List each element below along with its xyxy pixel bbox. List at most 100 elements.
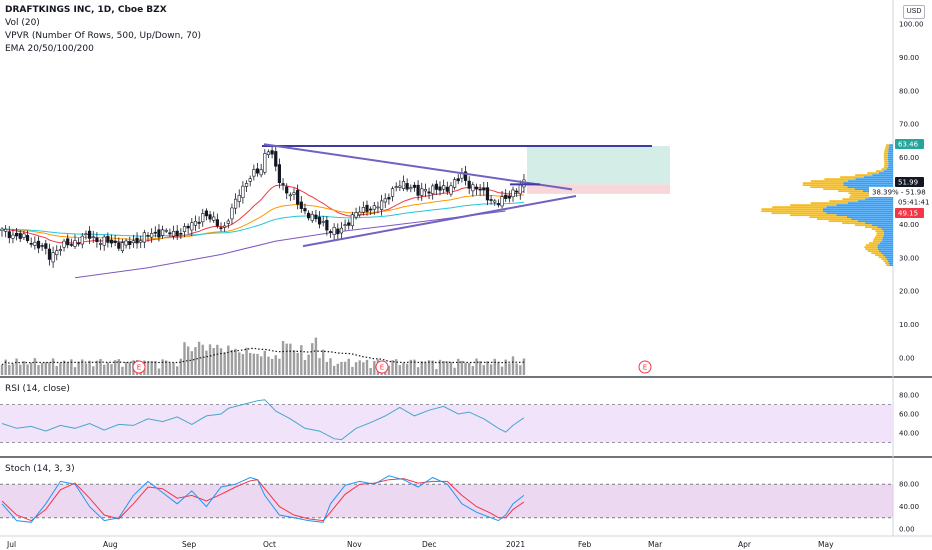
volume-profile-row [816, 218, 852, 221]
time-axis-label: 2021 [506, 540, 525, 549]
candle-body [4, 228, 8, 232]
candle-body [445, 186, 449, 192]
candle-body [179, 233, 183, 235]
candle-body [412, 184, 417, 188]
candle-body [274, 151, 278, 167]
candle-body [394, 186, 398, 188]
price-axis-tick: 60.00 [899, 154, 919, 162]
candle-body [354, 212, 358, 218]
volume-profile-row [888, 150, 893, 153]
candle-body [365, 204, 369, 212]
volume-bar [274, 355, 277, 375]
volume-bar [387, 365, 391, 375]
currency-button[interactable]: USD [903, 5, 925, 19]
volume-bar [431, 360, 434, 375]
candle-body [18, 233, 22, 239]
candle-body [182, 226, 187, 232]
volume-bar [26, 364, 29, 375]
candle-body [369, 208, 373, 211]
time-axis-label: Aug [103, 540, 118, 549]
volume-bar [468, 363, 471, 375]
volume-profile-row [888, 158, 893, 161]
volume-profile-row [883, 158, 889, 161]
candle-body [142, 232, 146, 243]
volume-bar [329, 358, 332, 375]
stop-zone [527, 184, 670, 194]
price-badge-text: 05:41:41 [898, 199, 929, 207]
candle-body [219, 227, 223, 229]
candle-body [420, 188, 424, 196]
volume-bar [205, 350, 208, 375]
volume-profile-row [872, 224, 893, 227]
candle-body [15, 232, 19, 237]
volume-bar [446, 361, 449, 375]
price-badge [895, 197, 925, 207]
volume-profile-row [883, 230, 893, 233]
volume-profile-row [876, 234, 884, 237]
candle-body [40, 245, 44, 247]
vpvr-indicator-label[interactable]: VPVR (Number Of Rows, 500, Up/Down, 70) [5, 31, 202, 41]
candle-body [73, 240, 77, 247]
stoch-pane-label[interactable]: Stoch (14, 3, 3) [5, 464, 75, 474]
volume-profile-row [883, 152, 889, 155]
volume-bar [59, 363, 62, 375]
ema-indicator-label[interactable]: EMA 20/50/100/200 [5, 44, 94, 54]
volume-profile-row [884, 164, 889, 167]
candle-body [0, 228, 4, 232]
candle-body [252, 169, 256, 177]
candle-body [62, 240, 66, 248]
volume-profile-row [878, 172, 893, 175]
volume-bar [267, 356, 270, 375]
volume-profile-row [865, 244, 879, 247]
volume-bar [84, 363, 88, 375]
volume-bar [124, 362, 128, 375]
candle-body [237, 195, 241, 202]
volume-profile-row [888, 148, 893, 151]
stoch-band [0, 484, 893, 518]
candle-body [88, 230, 92, 239]
volume-profile-row [771, 212, 827, 215]
candle-body [234, 198, 238, 209]
candle-body [44, 243, 48, 249]
volume-profile-row [840, 176, 864, 179]
volume-bar [449, 362, 453, 375]
rsi-line [1, 399, 525, 441]
candle-body [128, 241, 132, 246]
volume-bar [212, 348, 215, 375]
symbol-title[interactable]: DRAFTKINGS INC, 1D, Cboe BZX [5, 5, 167, 15]
volume-bar [398, 365, 402, 375]
volume-indicator-label[interactable]: Vol (20) [5, 18, 40, 28]
candle-body [296, 190, 300, 205]
volume-bar [4, 359, 7, 375]
candle-body [135, 237, 139, 244]
volume-bar [497, 362, 500, 375]
candle-body [511, 189, 515, 198]
volume-bar [157, 368, 161, 375]
volume-profile-row [857, 220, 893, 223]
volume-profile-row [882, 238, 893, 241]
candle-body [244, 183, 249, 187]
price-badge-text: 51.99 [898, 179, 918, 187]
candle-body [120, 242, 125, 252]
candle-body [175, 230, 179, 236]
volume-bar [307, 354, 310, 375]
volume-profile-row [888, 152, 893, 155]
volume-profile-row [882, 236, 893, 239]
candle-body [478, 188, 482, 191]
time-axis-label: Sep [182, 540, 196, 549]
volume-profile-row [881, 258, 887, 261]
candle-body [117, 242, 121, 249]
candle-body [343, 224, 347, 227]
price-badge [895, 139, 924, 149]
volume-bar [511, 356, 515, 375]
volume-bar [117, 359, 120, 375]
volume-bar [508, 363, 511, 375]
volume-profile-row [847, 202, 893, 205]
candle-body [277, 164, 282, 184]
rsi-pane-label[interactable]: RSI (14, close) [5, 384, 70, 394]
volume-bar [475, 358, 478, 375]
volume-bar [51, 358, 55, 375]
volume-bar [351, 366, 354, 375]
volume-profile-row [829, 200, 858, 203]
